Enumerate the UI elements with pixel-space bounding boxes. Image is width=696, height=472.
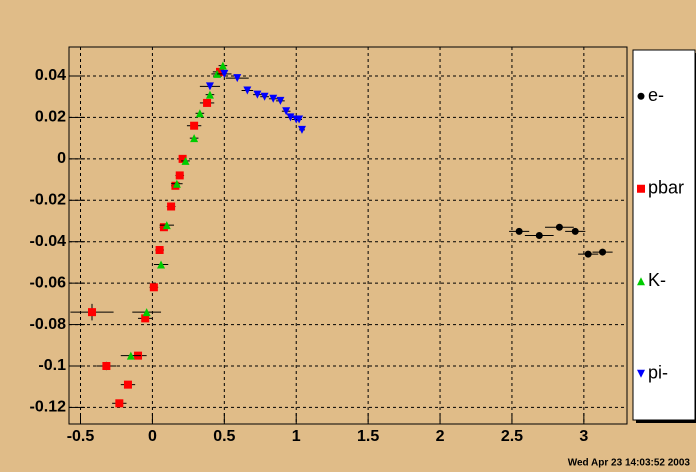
y-tick-label: -0.1: [38, 357, 66, 374]
legend-marker: [637, 92, 645, 100]
point: [216, 67, 225, 76]
point: [269, 94, 278, 103]
point: [218, 61, 227, 70]
point: [260, 92, 269, 101]
y-tick-label: 0: [57, 150, 66, 167]
point: [157, 260, 166, 269]
point: [149, 283, 158, 292]
x-tick-label: 2.5: [501, 428, 523, 445]
point: [195, 109, 204, 118]
point: [276, 96, 285, 105]
point: [167, 202, 176, 211]
y-tick-label: -0.02: [30, 192, 67, 209]
point: [599, 248, 607, 256]
legend-marker: [637, 184, 645, 193]
point: [88, 308, 97, 317]
legend-label: K-: [648, 270, 666, 290]
point: [162, 221, 171, 230]
point: [181, 156, 190, 165]
x-tick-label: 3: [579, 428, 588, 445]
point: [253, 90, 262, 99]
point: [295, 115, 304, 124]
legend-label: e-: [648, 85, 664, 105]
point: [205, 90, 214, 99]
y-tick-label: 0.02: [35, 109, 66, 126]
point: [515, 227, 523, 235]
point: [286, 113, 295, 122]
x-tick-label: -0.5: [67, 428, 95, 445]
y-tick-label: -0.12: [30, 399, 67, 416]
point: [297, 125, 306, 134]
y-tick-label: -0.04: [30, 233, 67, 250]
point: [205, 82, 214, 91]
point: [555, 223, 563, 231]
point: [584, 250, 592, 258]
point: [123, 380, 132, 389]
point: [155, 246, 164, 254]
x-tick-label: 2: [436, 428, 445, 445]
x-tick-label: 1.5: [357, 428, 379, 445]
point: [282, 107, 291, 116]
legend-label: pbar: [648, 178, 684, 198]
y-tick-label: -0.06: [30, 274, 67, 291]
point: [172, 179, 181, 188]
point: [141, 314, 150, 323]
point: [102, 362, 111, 370]
legend-marker: [637, 277, 645, 286]
x-tick-label: 0: [148, 428, 157, 445]
point: [190, 121, 199, 130]
point: [190, 134, 199, 143]
point: [126, 351, 135, 360]
timestamp: Wed Apr 23 14:03:52 2003: [568, 458, 691, 469]
x-tick-label: 1: [292, 428, 301, 445]
point: [243, 86, 252, 95]
point: [175, 171, 184, 180]
x-tick-label: 0.5: [213, 428, 235, 445]
legend-box: [632, 49, 696, 421]
point: [178, 154, 187, 163]
point: [203, 98, 212, 107]
point: [571, 227, 579, 235]
point: [535, 232, 543, 239]
legend-label: pi-: [648, 363, 668, 383]
point: [142, 308, 151, 317]
point: [233, 74, 242, 83]
y-tick-label: -0.08: [30, 316, 67, 333]
legend-marker: [637, 369, 645, 378]
point: [115, 399, 124, 408]
y-tick-label: 0.04: [35, 67, 66, 84]
point: [220, 69, 229, 78]
